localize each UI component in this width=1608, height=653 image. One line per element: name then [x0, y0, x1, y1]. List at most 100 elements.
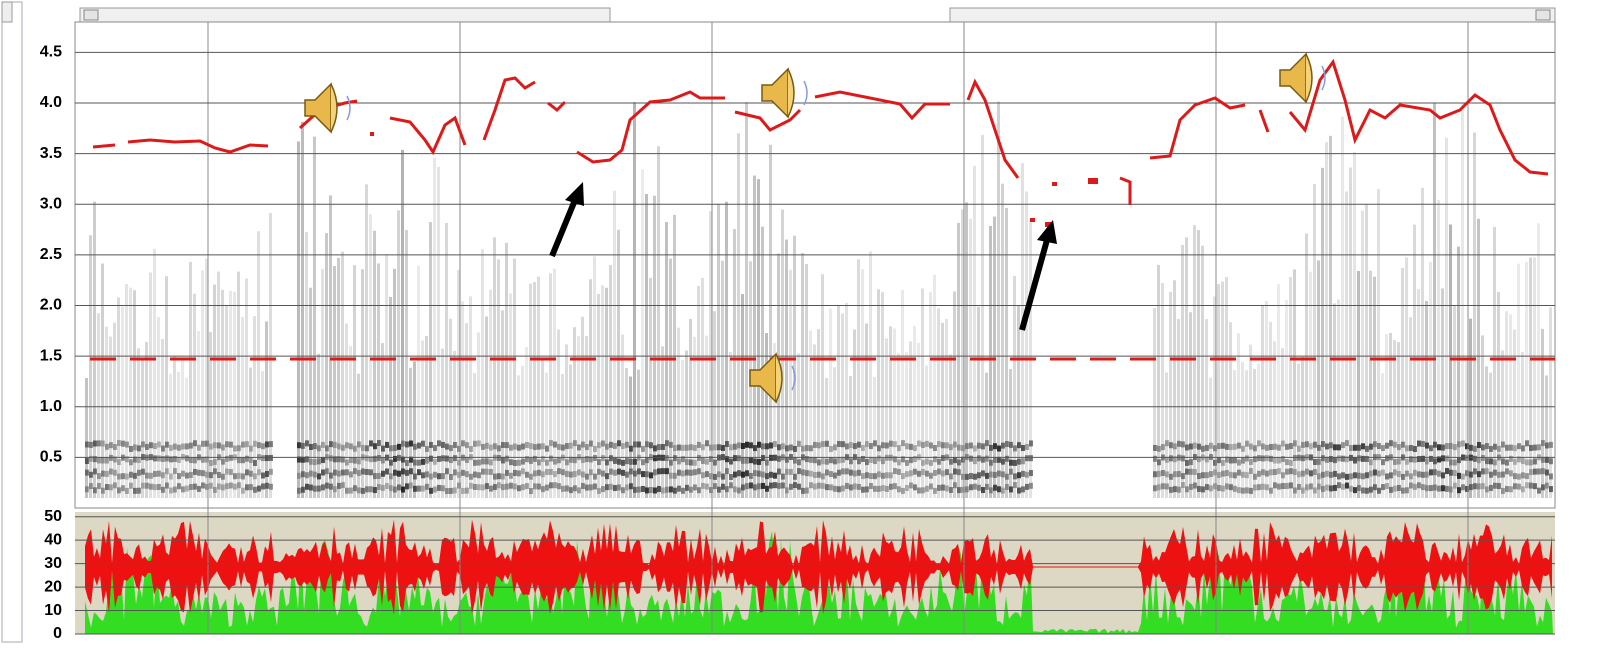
formant-band [125, 474, 129, 480]
formant-band [189, 484, 193, 490]
formant-band [97, 473, 101, 479]
formant-band [257, 486, 261, 492]
spectral-streak [1425, 301, 1428, 498]
formant-band [641, 486, 645, 492]
formant-band [413, 473, 417, 479]
spectral-streak [1437, 200, 1440, 498]
spectral-streak [453, 351, 456, 498]
spectral-streak [925, 366, 928, 498]
formant-band [1249, 444, 1253, 450]
formant-band [1193, 469, 1197, 475]
formant-band [1293, 440, 1297, 446]
formant-band [637, 487, 641, 493]
formant-band [189, 472, 193, 478]
formant-band [1417, 482, 1421, 488]
formant-band [105, 471, 109, 477]
formant-band [829, 457, 833, 463]
formant-band [633, 459, 637, 465]
formant-band [1013, 445, 1017, 451]
formant-band [513, 470, 517, 476]
formant-band [957, 487, 961, 493]
formant-band [149, 442, 153, 448]
formant-band [337, 471, 341, 477]
formant-band [673, 445, 677, 451]
scroll-track[interactable] [950, 8, 1555, 22]
formant-band [889, 484, 893, 490]
spectral-streak [805, 264, 808, 498]
formant-band [305, 472, 309, 478]
formant-band [121, 485, 125, 491]
formant-band [873, 473, 877, 479]
formant-band [141, 469, 145, 475]
spectral-streak [1293, 269, 1296, 498]
formant-band [417, 469, 421, 475]
formant-band [1441, 455, 1445, 461]
spectral-streak [637, 370, 640, 498]
formant-band [593, 483, 597, 489]
formant-band [1485, 468, 1489, 474]
formant-band [689, 470, 693, 476]
formant-band [1433, 469, 1437, 475]
formant-band [1341, 472, 1345, 478]
formant-band [1257, 440, 1261, 446]
formant-band [465, 471, 469, 477]
scroll-left-button[interactable] [84, 10, 98, 20]
formant-band [1417, 471, 1421, 477]
spectral-streak [509, 293, 512, 498]
formant-band [577, 444, 581, 450]
formant-band [1333, 444, 1337, 450]
spectral-streak [1025, 192, 1028, 498]
formant-band [345, 442, 349, 448]
formant-band [445, 468, 449, 474]
formant-band [1225, 470, 1229, 476]
formant-band [693, 469, 697, 475]
formant-band [417, 486, 421, 492]
formant-band [625, 484, 629, 490]
formant-band [109, 469, 113, 475]
formant-band [217, 442, 221, 448]
formant-band [97, 483, 101, 489]
formant-band [949, 459, 953, 465]
formant-band [1181, 441, 1185, 447]
formant-band [1225, 483, 1229, 489]
formant-band [937, 441, 941, 447]
formant-band [973, 445, 977, 451]
formant-band [1001, 471, 1005, 477]
formant-band [645, 457, 649, 463]
formant-band [861, 445, 865, 451]
formant-band [809, 471, 813, 477]
formant-band [617, 484, 621, 490]
formant-band [645, 471, 649, 477]
formant-band [669, 473, 673, 479]
formant-band [377, 484, 381, 490]
formant-band [141, 441, 145, 447]
formant-band [729, 482, 733, 488]
formant-band [953, 457, 957, 463]
formant-band [1393, 469, 1397, 475]
formant-band [349, 457, 353, 463]
formant-band [1289, 443, 1293, 449]
formant-band [953, 442, 957, 448]
formant-band [657, 468, 661, 474]
formant-band [145, 473, 149, 479]
formant-band [1361, 487, 1365, 493]
spectral-streak [461, 301, 464, 498]
formant-band [737, 455, 741, 461]
formant-band [1009, 460, 1013, 466]
spectral-streak [245, 278, 248, 498]
formant-band [621, 470, 625, 476]
formant-band [393, 487, 397, 493]
formant-band [1397, 458, 1401, 464]
formant-band [213, 459, 217, 465]
formant-band [309, 471, 313, 477]
formant-band [361, 469, 365, 475]
formant-band [1525, 459, 1529, 465]
spectral-streak [1209, 378, 1212, 498]
scroll-right-button[interactable] [1536, 10, 1550, 20]
formant-band [793, 474, 797, 480]
formant-band [665, 440, 669, 446]
formant-band [813, 484, 817, 490]
formant-band [297, 488, 301, 494]
spectral-streak [1185, 237, 1188, 498]
scroll-track[interactable] [80, 8, 610, 22]
